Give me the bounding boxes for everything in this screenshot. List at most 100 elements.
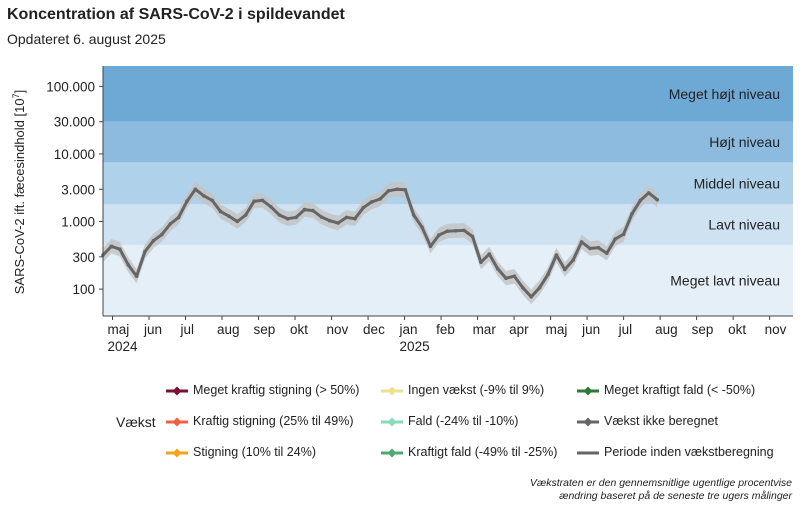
data-point-7: [160, 232, 164, 237]
data-point-43: [462, 228, 466, 233]
legend-title: Vækst: [116, 414, 156, 430]
data-point-57: [579, 240, 584, 244]
legend-marker-4: [387, 417, 397, 427]
x-tick-label-8: jan: [399, 322, 418, 337]
band-4: [103, 66, 793, 122]
data-point-59: [596, 245, 601, 250]
data-point-31: [361, 205, 366, 210]
legend-key-7: [577, 417, 599, 427]
x-tick-label-11: apr: [509, 322, 529, 337]
data-point-1: [109, 244, 114, 249]
band-3: [103, 121, 793, 163]
data-point-61: [613, 237, 617, 241]
data-point-28: [336, 221, 340, 225]
data-point-5: [143, 249, 147, 254]
legend-key-3: [381, 386, 403, 396]
data-point-36: [403, 188, 408, 192]
y-tick-label-2: 1.000: [61, 215, 95, 230]
legend-marker-2: [172, 448, 182, 458]
x-tick-label-14: jul: [618, 322, 633, 337]
y-tick-label-5: 30.000: [54, 115, 95, 130]
legend-marker-3: [387, 386, 397, 396]
legend-label-4: Fald (-24% til -10%): [408, 414, 519, 428]
y-axis-label-exponent: 7: [11, 93, 21, 98]
x-tick-label-16: sep: [692, 322, 714, 337]
data-point-62: [621, 232, 626, 236]
y-tick-label-0: 100: [72, 282, 95, 297]
data-point-11: [193, 187, 198, 192]
x-tick-label-9: feb: [436, 322, 455, 337]
data-point-22: [285, 216, 290, 221]
footnote-line-1: Vækstraten er den gennemsnitlige ugentli…: [529, 477, 792, 489]
x-tick-label-1: jun: [143, 322, 162, 337]
legend-marker-6: [583, 386, 593, 396]
data-point-47: [495, 267, 500, 271]
data-point-19: [260, 198, 265, 203]
x-tick-label-12: maj: [546, 322, 568, 337]
data-point-37: [411, 213, 416, 217]
data-point-49: [512, 274, 517, 279]
data-point-13: [210, 198, 214, 203]
data-point-66: [655, 197, 659, 202]
x-tick-label-18: nov: [765, 322, 787, 337]
band-label-4: Meget højt niveau: [669, 86, 780, 102]
data-point-53: [546, 272, 550, 277]
legend-label-8: Periode inden vækstberegning: [604, 445, 774, 459]
data-point-24: [302, 207, 307, 212]
data-point-33: [378, 197, 382, 201]
data-point-10: [185, 199, 189, 203]
data-point-18: [252, 199, 256, 203]
y-tick-label-6: 100.000: [46, 79, 95, 94]
legend-marker-7: [583, 417, 593, 427]
data-point-23: [294, 215, 298, 220]
data-point-29: [344, 215, 349, 220]
y-tick-label-3: 3.000: [61, 182, 95, 197]
x-tick-label-5: okt: [290, 322, 308, 337]
legend-label-5: Kraftigt fald (-49% til -25%): [408, 445, 558, 459]
data-point-32: [369, 200, 374, 204]
data-point-58: [588, 246, 592, 251]
band-label-3: Højt niveau: [709, 134, 780, 150]
data-point-4: [134, 274, 139, 279]
data-point-63: [630, 212, 634, 216]
data-point-6: [151, 238, 156, 243]
legend-key-2: [166, 448, 188, 458]
data-point-51: [529, 295, 533, 299]
x-tick-label-2: jul: [180, 322, 195, 337]
legend-key-5: [381, 448, 403, 458]
legend-key-8: [577, 451, 599, 455]
data-point-16: [235, 219, 240, 224]
legend-label-6: Meget kraftigt fald (< -50%): [604, 383, 756, 397]
footnote: Vækstraten er den gennemsnitlige ugentli…: [530, 477, 792, 503]
data-point-20: [269, 205, 273, 209]
legend-marker-5: [387, 448, 397, 458]
data-point-2: [118, 247, 122, 251]
data-point-41: [445, 229, 450, 233]
data-point-12: [202, 194, 206, 198]
series-0-ribbon: [103, 182, 658, 304]
data-point-27: [327, 218, 332, 223]
x-tick-label-17: okt: [728, 322, 746, 337]
data-point-3: [126, 262, 130, 267]
data-point-50: [521, 285, 525, 290]
x-tick-label-10: mar: [473, 322, 497, 337]
data-point-46: [487, 252, 492, 256]
data-point-65: [647, 191, 651, 195]
data-point-25: [311, 208, 315, 213]
x-year-label-8: 2025: [400, 339, 430, 354]
band-0: [103, 244, 793, 316]
data-point-21: [277, 213, 282, 217]
legend-key-6: [577, 386, 599, 396]
data-point-30: [353, 216, 357, 221]
data-point-14: [218, 209, 223, 214]
x-tick-label-4: sep: [254, 322, 276, 337]
data-point-35: [395, 187, 399, 192]
data-point-42: [453, 229, 458, 233]
legend-label-0: Meget kraftig stigning (> 50%): [193, 383, 360, 397]
legend-key-0: [166, 386, 188, 396]
y-tick-label-1: 300: [72, 250, 95, 265]
data-point-52: [537, 285, 542, 290]
data-point-55: [563, 267, 567, 272]
legend-label-2: Stigning (10% til 24%): [193, 445, 316, 459]
